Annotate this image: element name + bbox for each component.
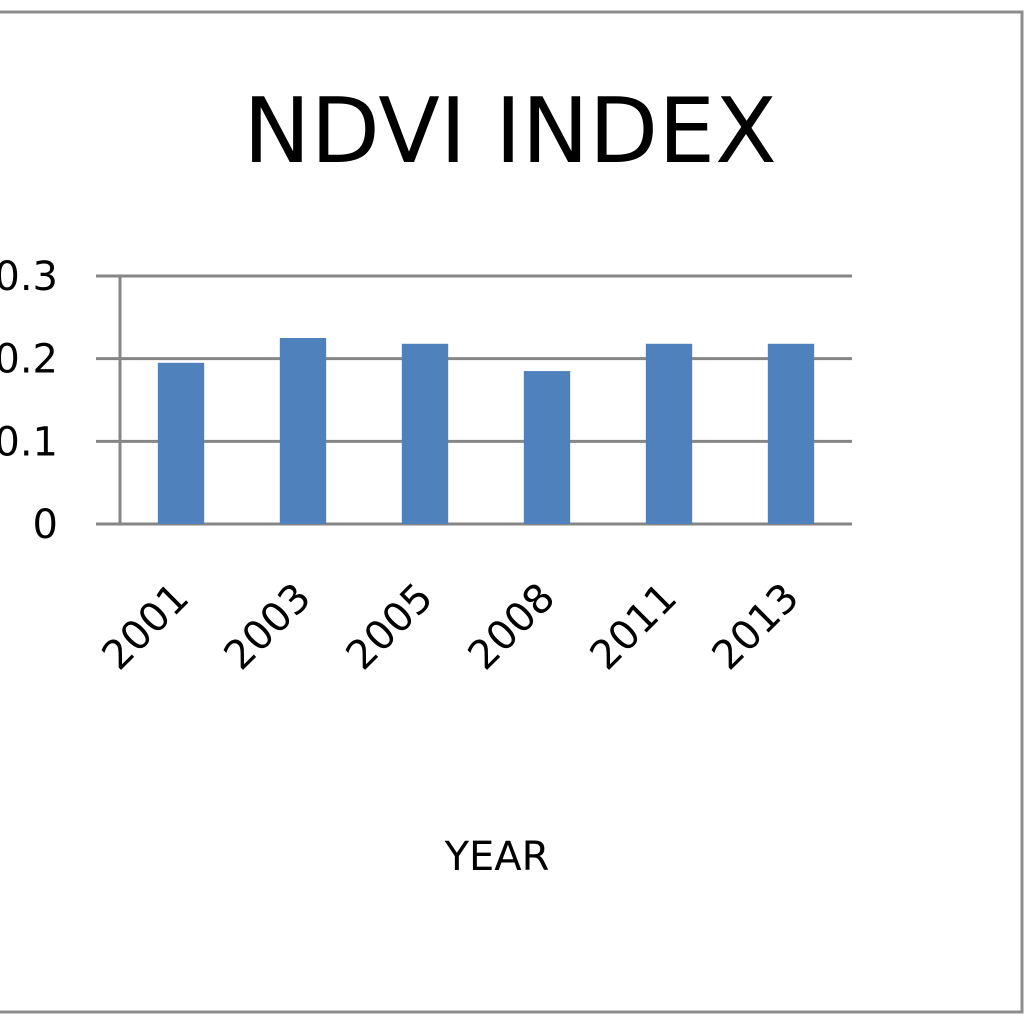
bar-2011 [645,343,693,524]
bar-2005 [401,343,449,524]
y-tick-label: 0 [33,502,58,548]
y-tick-label: 0.2 [0,337,58,383]
bar-2001 [157,362,205,524]
bar-2003 [279,338,327,524]
bar-2013 [767,343,815,524]
gridlines [96,274,852,526]
bars [157,338,815,524]
y-tick-labels: 0 0.1 0.2 0.3 [0,254,58,548]
chart-title: NDVI INDEX [243,79,776,184]
y-tick-label: 0.3 [0,254,58,300]
y-tick-label: 0.1 [0,419,58,465]
bar-2008 [523,371,571,524]
x-axis-title: YEAR [444,834,550,880]
